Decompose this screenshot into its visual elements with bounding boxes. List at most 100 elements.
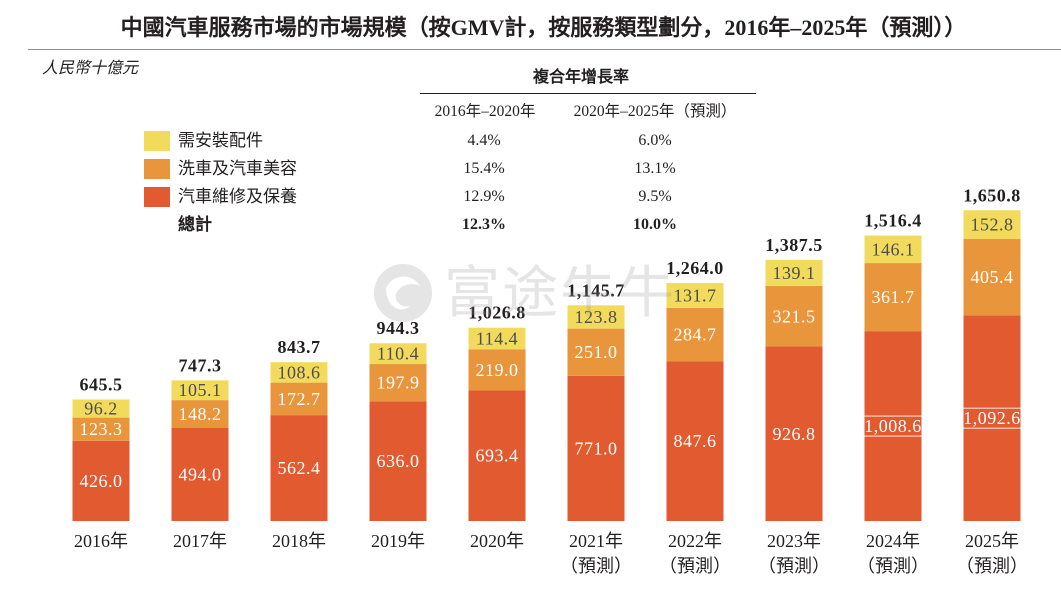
bar-segment-series-2-cat-6 [666, 283, 724, 308]
bar-total-label: 1,650.8 [963, 185, 1021, 205]
cagr-column-header-2020-2025: 2020年–2025年（預測） [573, 103, 737, 120]
bar-value-label: 219.0 [476, 360, 519, 380]
legend-label-repair-maintenance: 汽車維修及保養 [178, 187, 297, 206]
bar-segment-series-1-cat-5 [567, 328, 625, 376]
bar-total-label: 1,264.0 [666, 258, 724, 278]
bar-value-label: 146.1 [872, 239, 915, 259]
legend-swatch-repair-maintenance [144, 187, 170, 207]
bar-segment-series-2-cat-4 [468, 327, 526, 350]
bar-value-label: 847.6 [674, 431, 717, 451]
x-tick-label: 2022年（預測） [659, 531, 731, 576]
bar-total-label: 1,387.5 [765, 235, 823, 255]
cagr-total-label: 總計 [178, 215, 212, 234]
bar-value-label: 426.0 [80, 471, 123, 491]
cagr-value-repair-2016-2020: 12.9% [463, 188, 505, 205]
bar-value-label: 284.7 [674, 325, 717, 345]
cagr-total-2020-2025: 10.0% [633, 216, 677, 233]
bar-value-label: 148.2 [179, 404, 222, 424]
bar-segment-series-0-cat-2 [270, 415, 328, 521]
cagr-table-title: 複合年增長率 [532, 69, 629, 86]
bar-segment-series-1-cat-4 [468, 349, 526, 391]
cagr-value-accessories-2016-2020: 4.4% [467, 132, 501, 149]
bar-value-label: 1,008.6 [864, 416, 922, 436]
bar-value-label: 139.1 [773, 263, 816, 283]
bar-value-label: 96.2 [84, 399, 118, 419]
unit-label: 人民幣十億元 [42, 60, 139, 77]
bar-segment-series-0-cat-3 [369, 401, 427, 521]
bar-segment-series-0-cat-6 [666, 361, 724, 521]
bar-segment-series-2-cat-7 [765, 259, 823, 287]
legend-row-car-wash: 洗車及汽車美容 15.4% 13.1% [0, 158, 760, 180]
legend-label-car-wash: 洗車及汽車美容 [178, 159, 297, 178]
cagr-value-accessories-2020-2025: 6.0% [638, 132, 672, 149]
bar-value-label: 361.7 [872, 287, 915, 307]
x-tick-label: 2025年（預測） [956, 531, 1028, 576]
bar-segment-series-0-cat-4 [468, 390, 526, 521]
bar-value-label: 771.0 [575, 438, 618, 458]
x-tick-label: 2018年 [272, 531, 326, 551]
legend-row-repair-maintenance: 汽車維修及保養 12.9% 9.5% [0, 186, 760, 208]
bar-segment-series-1-cat-3 [369, 364, 427, 402]
bar-segment-series-0-cat-0 [72, 440, 130, 521]
bar-value-label: 693.4 [476, 446, 519, 466]
bar-segment-series-1-cat-0 [72, 417, 130, 441]
cagr-row-total: 總計 12.3% 10.0% [0, 214, 760, 236]
bar-value-label: 123.8 [575, 307, 618, 327]
bar-value-label: 110.4 [377, 344, 419, 364]
cagr-column-header-2016-2020: 2016年–2020年 [434, 103, 536, 120]
bar-total-label: 747.3 [179, 355, 222, 375]
cagr-value-car-wash-2016-2020: 15.4% [463, 160, 505, 177]
bar-value-label-box [960, 407, 1024, 429]
x-tick-label: 2024年（預測） [857, 531, 929, 576]
bar-segment-series-2-cat-8 [864, 235, 922, 264]
bar-segment-series-1-cat-1 [171, 400, 229, 429]
bar-segment-series-0-cat-1 [171, 428, 229, 521]
bar-value-label: 152.8 [971, 215, 1014, 235]
legend-row-accessories: 需安裝配件 4.4% 6.0% [0, 130, 760, 152]
x-tick-label: 2017年 [173, 531, 227, 551]
bar-value-label: 562.4 [278, 458, 321, 478]
bar-total-label: 1,516.4 [864, 211, 922, 231]
cagr-value-repair-2020-2025: 9.5% [638, 188, 672, 205]
bar-segment-series-1-cat-2 [270, 382, 328, 416]
bar-value-label: 636.0 [377, 451, 420, 471]
cagr-value-car-wash-2020-2025: 13.1% [634, 160, 676, 177]
bar-segment-series-2-cat-2 [270, 362, 328, 383]
bar-value-label: 321.5 [773, 306, 816, 326]
bar-segment-series-0-cat-5 [567, 375, 625, 521]
bar-value-label: 926.8 [773, 424, 816, 444]
bar-segment-series-1-cat-7 [765, 286, 823, 347]
bar-total-label: 944.3 [377, 318, 420, 338]
bar-segment-series-0-cat-9 [963, 315, 1021, 521]
bar-value-label: 494.0 [179, 465, 222, 485]
bar-segment-series-1-cat-6 [666, 307, 724, 362]
bar-value-label: 123.3 [80, 419, 123, 439]
x-tick-label: 2023年（預測） [758, 531, 830, 576]
legend-swatch-car-wash [144, 159, 170, 179]
bar-value-label: 172.7 [278, 389, 321, 409]
bar-value-label-box [861, 415, 925, 437]
bar-segment-series-2-cat-0 [72, 399, 130, 418]
bar-segment-series-0-cat-8 [864, 331, 922, 521]
x-tick-label: 2020年 [470, 531, 524, 551]
bar-value-label: 105.1 [179, 380, 222, 400]
bar-segment-series-1-cat-8 [864, 263, 922, 332]
bar-segment-series-2-cat-9 [963, 210, 1021, 240]
title-divider [28, 49, 1061, 50]
bar-total-label: 843.7 [278, 337, 321, 357]
bar-total-label: 1,145.7 [567, 280, 625, 300]
bar-value-label: 108.6 [278, 362, 321, 382]
bar-segment-series-1-cat-9 [963, 239, 1021, 316]
bar-value-label: 114.4 [476, 328, 518, 348]
x-tick-label: 2021年（預測） [560, 531, 632, 576]
bar-value-label: 405.4 [971, 267, 1014, 287]
x-tick-label: 2016年 [74, 531, 128, 551]
bar-segment-series-2-cat-1 [171, 380, 229, 401]
x-tick-label: 2019年 [371, 531, 425, 551]
chart-title: 中國汽車服務市場的市場規模（按GMV計，按服務類型劃分，2016年–2025年（… [120, 15, 967, 40]
bar-value-label: 131.7 [674, 285, 717, 305]
bar-value-label: 197.9 [377, 373, 420, 393]
cagr-title-divider [420, 93, 756, 94]
bar-segment-series-2-cat-5 [567, 305, 625, 329]
